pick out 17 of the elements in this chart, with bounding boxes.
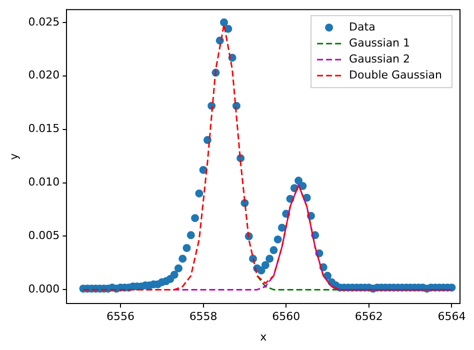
x-tick-label: 6564: [438, 310, 466, 324]
x-tick-label: 6560: [272, 310, 300, 324]
y-tick-label: 0.015: [28, 122, 60, 136]
legend-label: Gaussian 2: [349, 52, 410, 66]
y-tick-label: 0.000: [28, 282, 60, 296]
x-tick-label: 6556: [106, 310, 135, 324]
y-tick-label: 0.010: [28, 176, 60, 189]
legend-label: Gaussian 1: [349, 36, 410, 50]
x-tick-label: 6558: [189, 310, 218, 324]
y-tick-label: 0.005: [28, 229, 60, 242]
legend-label: Data: [349, 20, 376, 34]
x-axis-title: x: [260, 330, 268, 344]
y-axis-title: y: [7, 152, 20, 160]
legend-label: Double Gaussian: [349, 68, 442, 82]
y-tick-label: 0.025: [28, 15, 60, 28]
x-tick-label: 6562: [354, 310, 383, 324]
y-tick-label: 0.020: [28, 68, 60, 82]
